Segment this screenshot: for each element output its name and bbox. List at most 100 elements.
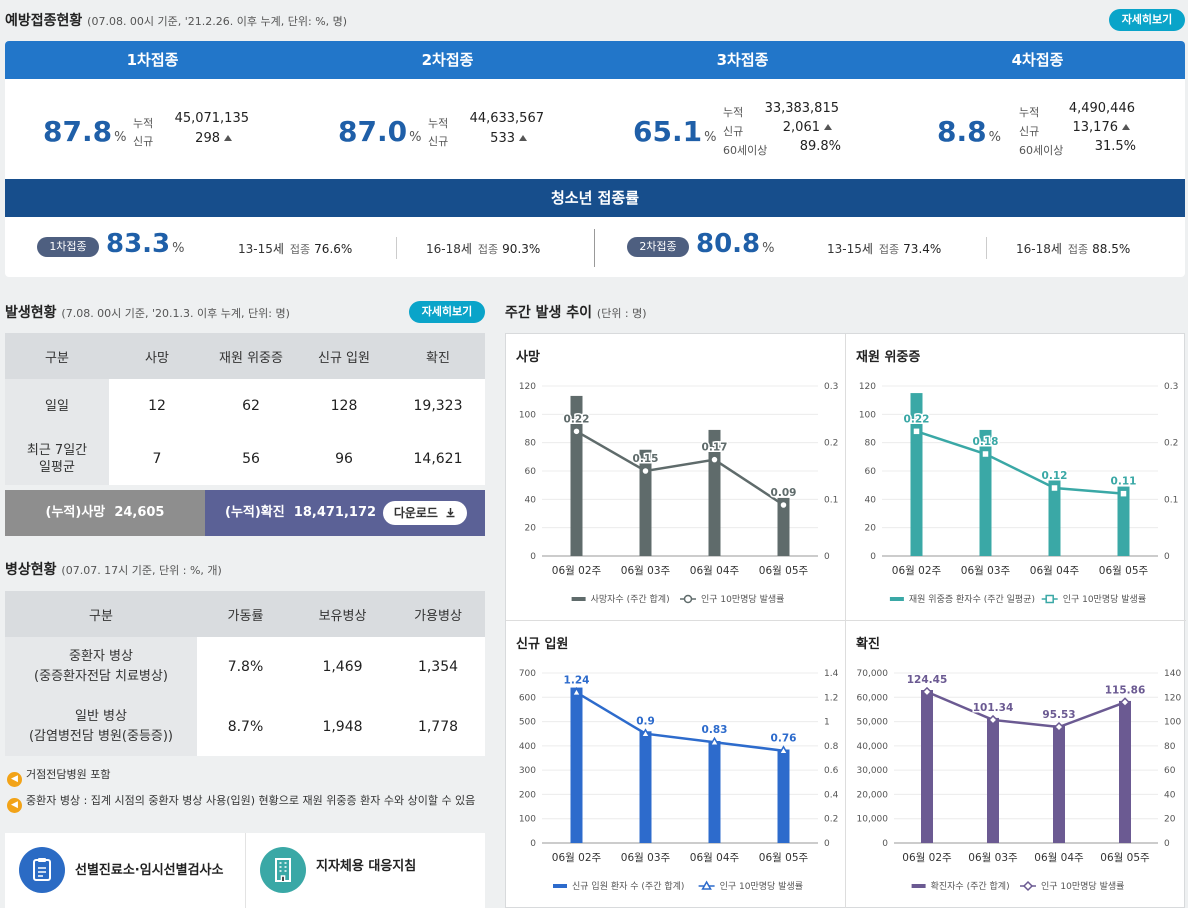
outbreak-more-button[interactable]: 자세히보기 <box>409 301 485 323</box>
y2-tick-label: 100 <box>1164 718 1181 728</box>
dose-3-rate-unit: % <box>704 130 717 145</box>
column-header: 사망 <box>109 333 205 379</box>
y2-tick-label: 0.1 <box>1164 495 1178 505</box>
weekly-unit: (단위 : 명) <box>596 307 647 320</box>
vaccinated-label: 접종 <box>289 243 311 256</box>
teen-first-pill: 1차접종 <box>37 237 99 257</box>
y2-tick-label: 0.6 <box>824 766 839 776</box>
chart-panel-admissions: 신규 입원 0 100 200 300 400 500 600 700 0 0.2 0.4 0.6 0.… <box>506 621 846 908</box>
data-label: 101.34 <box>973 702 1014 714</box>
data-point <box>778 745 789 755</box>
y2-tick-label: 140 <box>1164 669 1181 679</box>
y-tick-label: 0 <box>530 839 536 849</box>
confirmed-chart: 0 10,000 20,000 30,000 40,000 50,000 60,000 70,… <box>857 669 1182 892</box>
dose-3-header: 3차접종 <box>716 51 769 69</box>
dose-1-new-number: 298 <box>195 131 220 146</box>
y2-tick-label: 80 <box>1164 742 1176 752</box>
rate-line <box>926 690 1126 729</box>
severe-chart: 0 20 40 60 80 100 120 0 0.1 0.2 0.3 06월 02주 06월 03주 0… <box>859 382 1179 605</box>
teen-first-rate-value: 83.3 <box>106 229 171 259</box>
data-label: 0.22 <box>564 413 590 425</box>
clipboard-icon <box>19 847 65 893</box>
column-header: 구분 <box>5 591 197 637</box>
teen-second-13-15: 13-15세 접종 73.4% <box>827 240 941 257</box>
table-row: 일반 병상 (감염병전담 병원(중등증)) 8.7% 1,948 1,778 <box>5 697 485 756</box>
vaccinated-label: 접종 <box>477 243 499 256</box>
x-tick-label: 06월 03주 <box>621 565 671 577</box>
row-header: 최근 7일간 일평균 <box>5 433 109 485</box>
dose-4-cum-label: 누적 <box>1019 106 1040 119</box>
y-tick-label: 80 <box>865 439 877 449</box>
bar <box>987 717 999 843</box>
table-cell: 19,323 <box>413 398 463 414</box>
table-cell: 7.8% <box>227 659 264 675</box>
rate-value: 88.5% <box>1092 242 1131 256</box>
chart-panel-severe: 재원 위중증 0 20 40 60 80 100 120 0 0.1 0.2 0.3 06월 02주 0… <box>846 334 1186 621</box>
y-tick-label: 600 <box>519 693 536 703</box>
dose-2-new-number: 533 <box>490 131 515 146</box>
download-button[interactable]: 다운로드 <box>383 501 467 525</box>
link-local-guidelines[interactable]: 지자체용 대응지침 <box>246 833 485 908</box>
y2-tick-label: 1 <box>824 718 830 728</box>
dose-1-stats: 87.8% 누적 45,071,135 신규 298 <box>5 79 300 219</box>
teen-second-rate-unit: % <box>762 241 775 256</box>
y2-tick-label: 0 <box>824 552 830 562</box>
dose-3-new-value: 2,061 <box>745 120 832 135</box>
y-tick-label: 100 <box>519 815 536 825</box>
data-point <box>701 880 712 890</box>
teen-second-pill: 2차접종 <box>627 237 689 257</box>
y-tick-label: 20 <box>865 524 877 534</box>
y-tick-label: 120 <box>519 382 536 392</box>
vaccination-subtitle: (07.08. 00시 기준, '21.2.26. 이후 누계, 단위: %, … <box>87 15 348 28</box>
teen-first-rate: 83.3% <box>106 229 185 259</box>
table-cell: 1,354 <box>417 659 459 675</box>
link-screening-clinics[interactable]: 선별진료소·임시선별검사소 <box>5 833 245 908</box>
cumulative-confirmed-text: (누적)확진 18,471,172 <box>225 490 376 536</box>
bar <box>979 429 992 556</box>
quick-links: 선별진료소·임시선별검사소 지자체용 대응지침 <box>5 833 485 908</box>
cumulative-confirmed-label: (누적)확진 <box>225 505 285 520</box>
dose-3-rate: 65.1% <box>633 115 716 148</box>
x-tick-label: 06월 04주 <box>1030 565 1080 577</box>
table-row: 중환자 병상 (중증환자전담 치료병상) 7.8% 1,469 1,354 <box>5 637 485 697</box>
vaccination-dose-header: 1차접종 2차접종 3차접종 4차접종 <box>5 41 1185 79</box>
dose-2-rate: 87.0% <box>338 115 421 148</box>
vaccination-more-button[interactable]: 자세히보기 <box>1109 9 1185 31</box>
bar <box>1053 725 1065 843</box>
column-header: 재원 위중증 <box>205 333 297 379</box>
note-text: 중환자 병상 : 집계 시점의 중환자 병상 사용(입원) 현황으로 재원 위중… <box>26 794 476 807</box>
y-tick-label: 300 <box>519 766 536 776</box>
dose-1-cum-value: 45,071,135 <box>174 111 249 126</box>
y-tick-label: 10,000 <box>857 815 889 825</box>
legend-label: 인구 10만명당 발생률 <box>1041 881 1124 892</box>
rate-value: 73.4% <box>903 242 942 256</box>
x-tick-label: 06월 04주 <box>690 565 740 577</box>
cumulative-confirmed: (누적)확진 18,471,172 다운로드 <box>205 490 485 536</box>
data-point <box>1045 594 1054 604</box>
legend: 재원 위중증 환자수 (주간 일평균) 인구 10만명당 발생률 <box>889 593 1146 605</box>
teen-first-13-15: 13-15세 접종 76.6% <box>238 240 352 257</box>
outbreak-title-text: 발생현황 <box>5 305 57 321</box>
divider <box>594 229 595 267</box>
teen-first-rate-unit: % <box>172 241 185 256</box>
data-point <box>921 686 933 697</box>
dose-1-cum-label: 누적 <box>133 117 154 130</box>
data-point <box>709 736 720 746</box>
bar <box>1119 700 1131 843</box>
data-point <box>572 427 581 436</box>
y2-tick-label: 0.2 <box>824 439 838 449</box>
bar <box>708 741 721 843</box>
x-tick-label: 06월 02주 <box>552 565 602 577</box>
dose-1-header: 1차접종 <box>126 51 179 69</box>
x-tick-label: 06월 02주 <box>552 852 602 864</box>
dose-3-senior-value: 89.8% <box>799 139 841 154</box>
beds-table: 구분 가동률 보유병상 가용병상 중환자 병상 (중증환자전담 치료병상) 7.… <box>5 591 485 756</box>
data-point <box>987 714 999 726</box>
y-tick-label: 40 <box>525 495 537 505</box>
table-cell: 1,469 <box>322 659 363 675</box>
dose-2-header: 2차접종 <box>421 51 474 69</box>
data-point <box>1119 697 1131 708</box>
teen-second-rate: 80.8% <box>696 229 775 259</box>
note-text: 거점전담병원 포함 <box>26 768 111 781</box>
legend-label: 재원 위중증 환자수 (주간 일평균) <box>909 593 1035 605</box>
